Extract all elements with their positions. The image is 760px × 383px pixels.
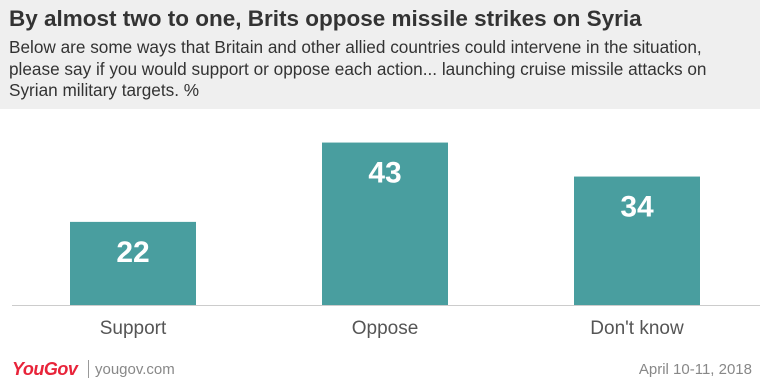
chart-footer: YouGov yougov.com April 10-11, 2018 bbox=[0, 356, 760, 383]
source-site: yougov.com bbox=[95, 361, 175, 378]
category-label: Don't know bbox=[590, 318, 684, 339]
bar-support bbox=[70, 221, 196, 305]
chart-subtitle: Below are some ways that Britain and oth… bbox=[9, 37, 707, 100]
data-label: 34 bbox=[620, 191, 654, 224]
yougov-logo: YouGov bbox=[12, 359, 78, 379]
bar-oppose bbox=[322, 142, 448, 305]
category-label: Support bbox=[100, 318, 167, 339]
category-labels-group: Support Oppose Don't know bbox=[100, 318, 684, 339]
bars-group: 22 43 34 bbox=[70, 142, 700, 305]
category-label: Oppose bbox=[352, 318, 419, 339]
chart-title: By almost two to one, Brits oppose missi… bbox=[9, 6, 642, 31]
data-label: 43 bbox=[368, 157, 401, 190]
chart-header: By almost two to one, Brits oppose missi… bbox=[0, 0, 760, 109]
bar-chart: 22 43 34 Support Oppose Don't know bbox=[12, 142, 760, 339]
bar-don-t-know bbox=[574, 176, 700, 305]
fieldwork-date: April 10-11, 2018 bbox=[638, 361, 752, 378]
footer-divider bbox=[88, 360, 89, 378]
data-label: 22 bbox=[116, 236, 149, 269]
